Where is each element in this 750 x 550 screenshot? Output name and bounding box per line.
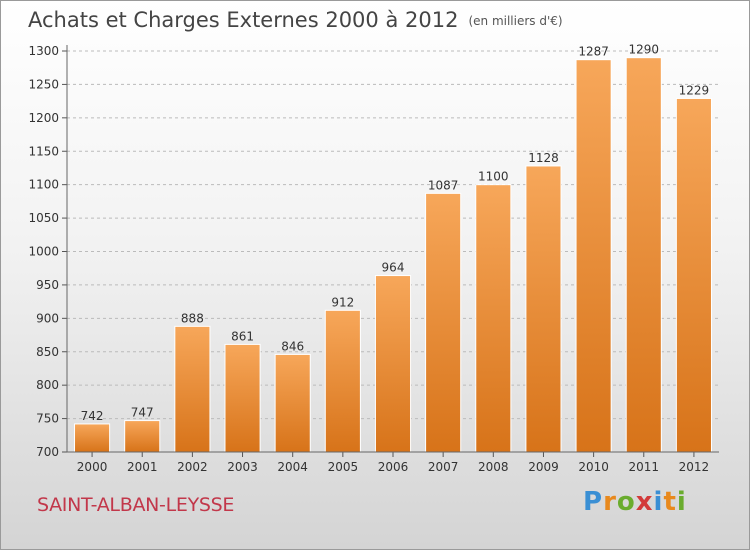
x-tick-label: 2007 — [428, 460, 459, 474]
logo-letter: i — [653, 487, 664, 517]
x-tick-label: 2009 — [528, 460, 559, 474]
bars — [74, 57, 712, 453]
y-tick-label: 1000 — [28, 245, 59, 259]
data-label-2007: 1087 — [428, 178, 459, 192]
bar-2008 — [475, 184, 512, 453]
data-label-2004: 846 — [281, 339, 304, 353]
bar-2010 — [575, 59, 612, 453]
y-tick-label: 700 — [36, 445, 59, 459]
logo-letter: P — [583, 487, 604, 517]
unit-note: (en milliers d'€) — [468, 14, 563, 28]
axes — [66, 45, 719, 453]
y-tick-label: 850 — [36, 345, 59, 359]
y-tick-label: 750 — [36, 412, 59, 426]
bar-2006 — [374, 275, 412, 453]
y-tick-label: 1300 — [28, 44, 59, 58]
x-tick-label: 2011 — [628, 460, 659, 474]
y-tick-label: 1250 — [28, 77, 59, 91]
data-label-2009: 1128 — [528, 151, 559, 165]
proxiti-logo: Proxiti — [583, 487, 687, 517]
logo-letter: o — [616, 487, 636, 517]
y-tick-label: 900 — [36, 311, 59, 325]
data-label-2010: 1287 — [578, 45, 609, 59]
y-axis-ticks: 700 750 800 850 900 950 1000 1050 1100 1150 1200 12… — [28, 44, 67, 459]
data-labels: 742 747 888 861 846 912 964 1087 1100 1128 1287 129… — [81, 43, 710, 423]
x-tick-label: 2006 — [378, 460, 409, 474]
bar-2000 — [74, 423, 111, 453]
bar-2007 — [425, 192, 462, 453]
data-label-2006: 964 — [382, 261, 405, 275]
commune-name: SAINT-ALBAN-LEYSSE — [37, 494, 235, 516]
data-label-2008: 1100 — [478, 170, 509, 184]
data-label-2005: 912 — [331, 295, 354, 309]
x-tick-label: 2003 — [227, 460, 258, 474]
x-tick-label: 2008 — [478, 460, 509, 474]
data-label-2003: 861 — [231, 329, 254, 343]
y-tick-label: 1200 — [28, 111, 59, 125]
x-tick-label: 2004 — [277, 460, 308, 474]
logo-letter: x — [635, 487, 654, 517]
y-tick-label: 1100 — [28, 178, 59, 192]
logo-letter: i — [676, 487, 687, 517]
bar-2002 — [174, 325, 211, 453]
data-label-2011: 1290 — [628, 43, 659, 57]
logo-letter: t — [663, 487, 677, 517]
x-tick-label: 2010 — [578, 460, 609, 474]
data-label-2002: 888 — [181, 311, 204, 325]
y-tick-label: 800 — [36, 378, 59, 392]
x-tick-label: 2000 — [77, 460, 108, 474]
y-tick-label: 1150 — [28, 144, 59, 158]
x-tick-label: 2001 — [127, 460, 158, 474]
x-tick-label: 2012 — [679, 460, 710, 474]
data-label-2001: 747 — [131, 406, 154, 420]
chart-title: Achats et Charges Externes 2000 à 2012 (e… — [28, 8, 563, 32]
y-tick-label: 950 — [36, 278, 59, 292]
x-tick-label: 2005 — [328, 460, 359, 474]
bar-2011 — [625, 57, 662, 453]
data-label-2000: 742 — [81, 409, 104, 423]
chart-title-text: Achats et Charges Externes 2000 à 2012 — [28, 8, 459, 32]
x-axis-ticks: 2000 2001 2002 2003 2004 2005 2006 2007 2008 2009… — [77, 452, 709, 474]
bar-2003 — [224, 343, 261, 453]
bar-2004 — [274, 353, 311, 453]
bar-2009 — [525, 165, 562, 453]
y-tick-label: 1050 — [28, 211, 59, 225]
bar-2012 — [675, 97, 712, 453]
x-tick-label: 2002 — [177, 460, 208, 474]
logo-letter: r — [603, 487, 617, 517]
data-label-2012: 1229 — [679, 83, 710, 97]
bar-2001 — [124, 420, 161, 453]
bar-2005 — [324, 309, 361, 453]
